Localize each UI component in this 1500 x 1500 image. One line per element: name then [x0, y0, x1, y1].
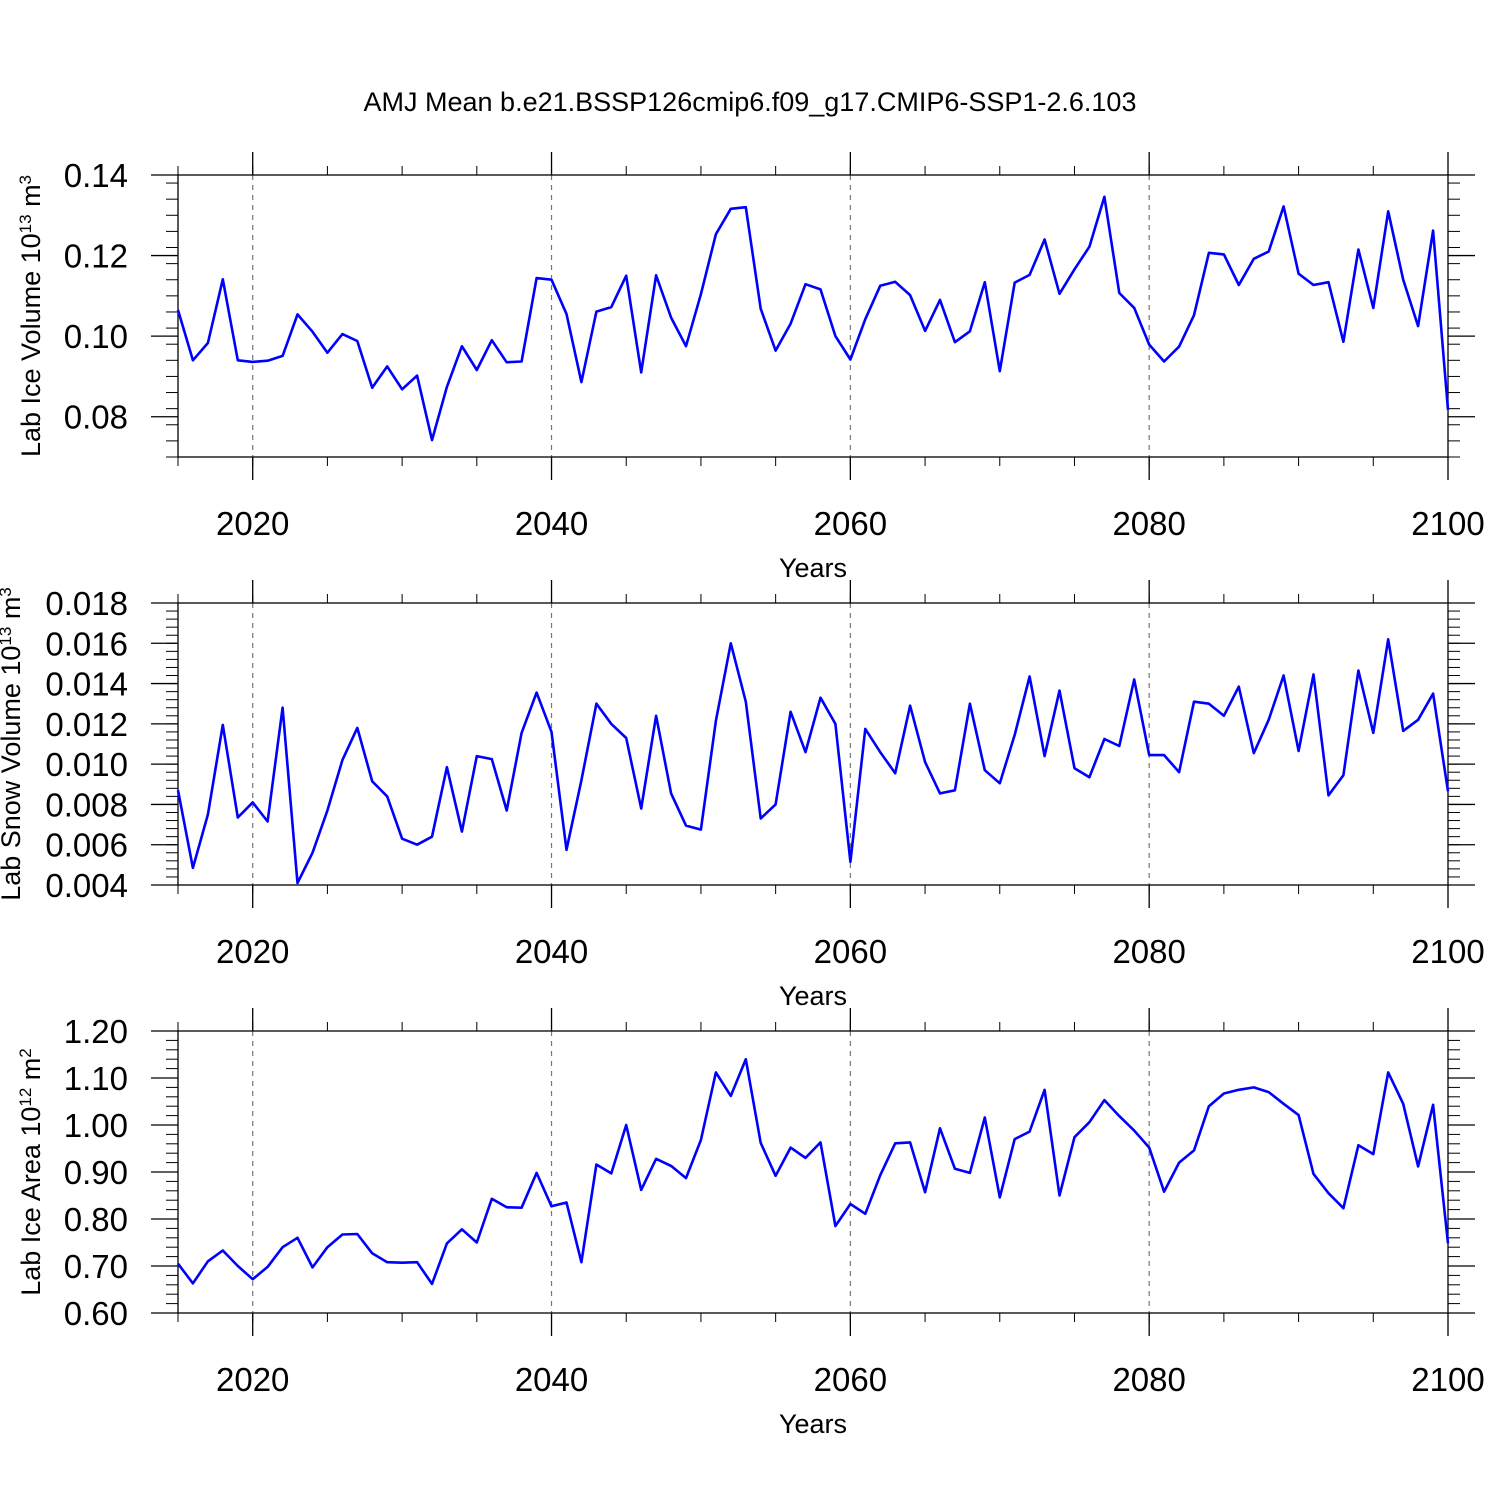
- y-unit-exponent: 13: [0, 627, 15, 646]
- y-unit-exponent: 12: [16, 1088, 35, 1107]
- y-tick-label: 0.12: [64, 238, 128, 275]
- y-tick-label: 1.20: [64, 1013, 128, 1050]
- data-line-lab-snow-volume: [176, 637, 1450, 885]
- x-tick-label: 2060: [814, 505, 887, 542]
- x-tick-label: 2080: [1112, 1361, 1185, 1398]
- y-axis-label-text: Lab Snow Volume 10: [0, 646, 26, 901]
- x-axis-label: Years: [779, 981, 847, 1011]
- data-line-lab-ice-volume: [176, 195, 1450, 442]
- y-tick-label: 0.90: [64, 1154, 128, 1191]
- y-tick-label: 0.006: [45, 827, 128, 864]
- y-tick-label: 0.14: [64, 157, 128, 194]
- y-tick-label: 1.00: [64, 1107, 128, 1144]
- x-axis-label: Years: [779, 1409, 847, 1439]
- x-tick-label: 2020: [216, 1361, 289, 1398]
- chart-panel-3: 2020 2040 2060 2080 2100 0.60 0.70 0.80 0.90 1.00…: [16, 1008, 1485, 1439]
- y-tick-label: 0.014: [45, 666, 128, 703]
- panels: 2020 2040 2060 2080 2100 0.08 0.10 0.12 0.14 Year…: [0, 152, 1485, 1439]
- y-unit-power: 3: [0, 587, 15, 596]
- chart-panel-1: 2020 2040 2060 2080 2100 0.08 0.10 0.12 0.14 Year…: [16, 152, 1485, 583]
- y-unit-text: m: [16, 184, 46, 214]
- y-axis-label-text: Lab Ice Volume 10: [16, 233, 46, 457]
- plot-frame: [177, 174, 1449, 458]
- x-tick-label: 2040: [515, 933, 588, 970]
- x-tick-label: 2060: [814, 1361, 887, 1398]
- data-line-lab-ice-area: [176, 1057, 1450, 1286]
- x-axis-label: Years: [779, 553, 847, 583]
- y-tick-label: 0.018: [45, 585, 128, 622]
- y-tick-label: 0.012: [45, 706, 128, 743]
- y-tick-label: 0.010: [45, 746, 128, 783]
- x-tick-label: 2100: [1411, 505, 1484, 542]
- y-axis-label: Lab Ice Area 1012 m2: [16, 1048, 47, 1296]
- y-tick-label: 0.10: [64, 318, 128, 355]
- y-unit-text: m: [16, 1058, 46, 1088]
- y-unit-exponent: 13: [16, 214, 35, 233]
- x-tick-label: 2060: [814, 933, 887, 970]
- x-tick-label: 2100: [1411, 1361, 1484, 1398]
- y-tick-label: 0.08: [64, 399, 128, 436]
- y-tick-label: 0.008: [45, 786, 128, 823]
- x-tick-label: 2080: [1112, 933, 1185, 970]
- y-tick-label: 0.60: [64, 1295, 128, 1332]
- y-axis-label-text: Lab Ice Area 10: [16, 1107, 46, 1296]
- y-axis-label: Lab Ice Volume 1013 m3: [16, 175, 47, 457]
- y-tick-label: 0.016: [45, 625, 128, 662]
- y-unit-text: m: [0, 597, 26, 627]
- plot-frame: [177, 602, 1449, 886]
- figure-title: AMJ Mean b.e21.BSSP126cmip6.f09_g17.CMIP…: [364, 87, 1137, 117]
- y-tick-label: 0.004: [45, 867, 128, 904]
- x-tick-label: 2100: [1411, 933, 1484, 970]
- x-tick-label: 2040: [515, 1361, 588, 1398]
- y-unit-power: 3: [16, 175, 35, 184]
- y-tick-label: 1.10: [64, 1060, 128, 1097]
- y-unit-power: 2: [16, 1048, 35, 1057]
- x-tick-label: 2020: [216, 933, 289, 970]
- y-tick-label: 0.70: [64, 1248, 128, 1285]
- y-tick-label: 0.80: [64, 1201, 128, 1238]
- x-tick-label: 2080: [1112, 505, 1185, 542]
- x-tick-label: 2020: [216, 505, 289, 542]
- y-axis-label: Lab Snow Volume 1013 m3: [0, 587, 26, 901]
- x-tick-label: 2040: [515, 505, 588, 542]
